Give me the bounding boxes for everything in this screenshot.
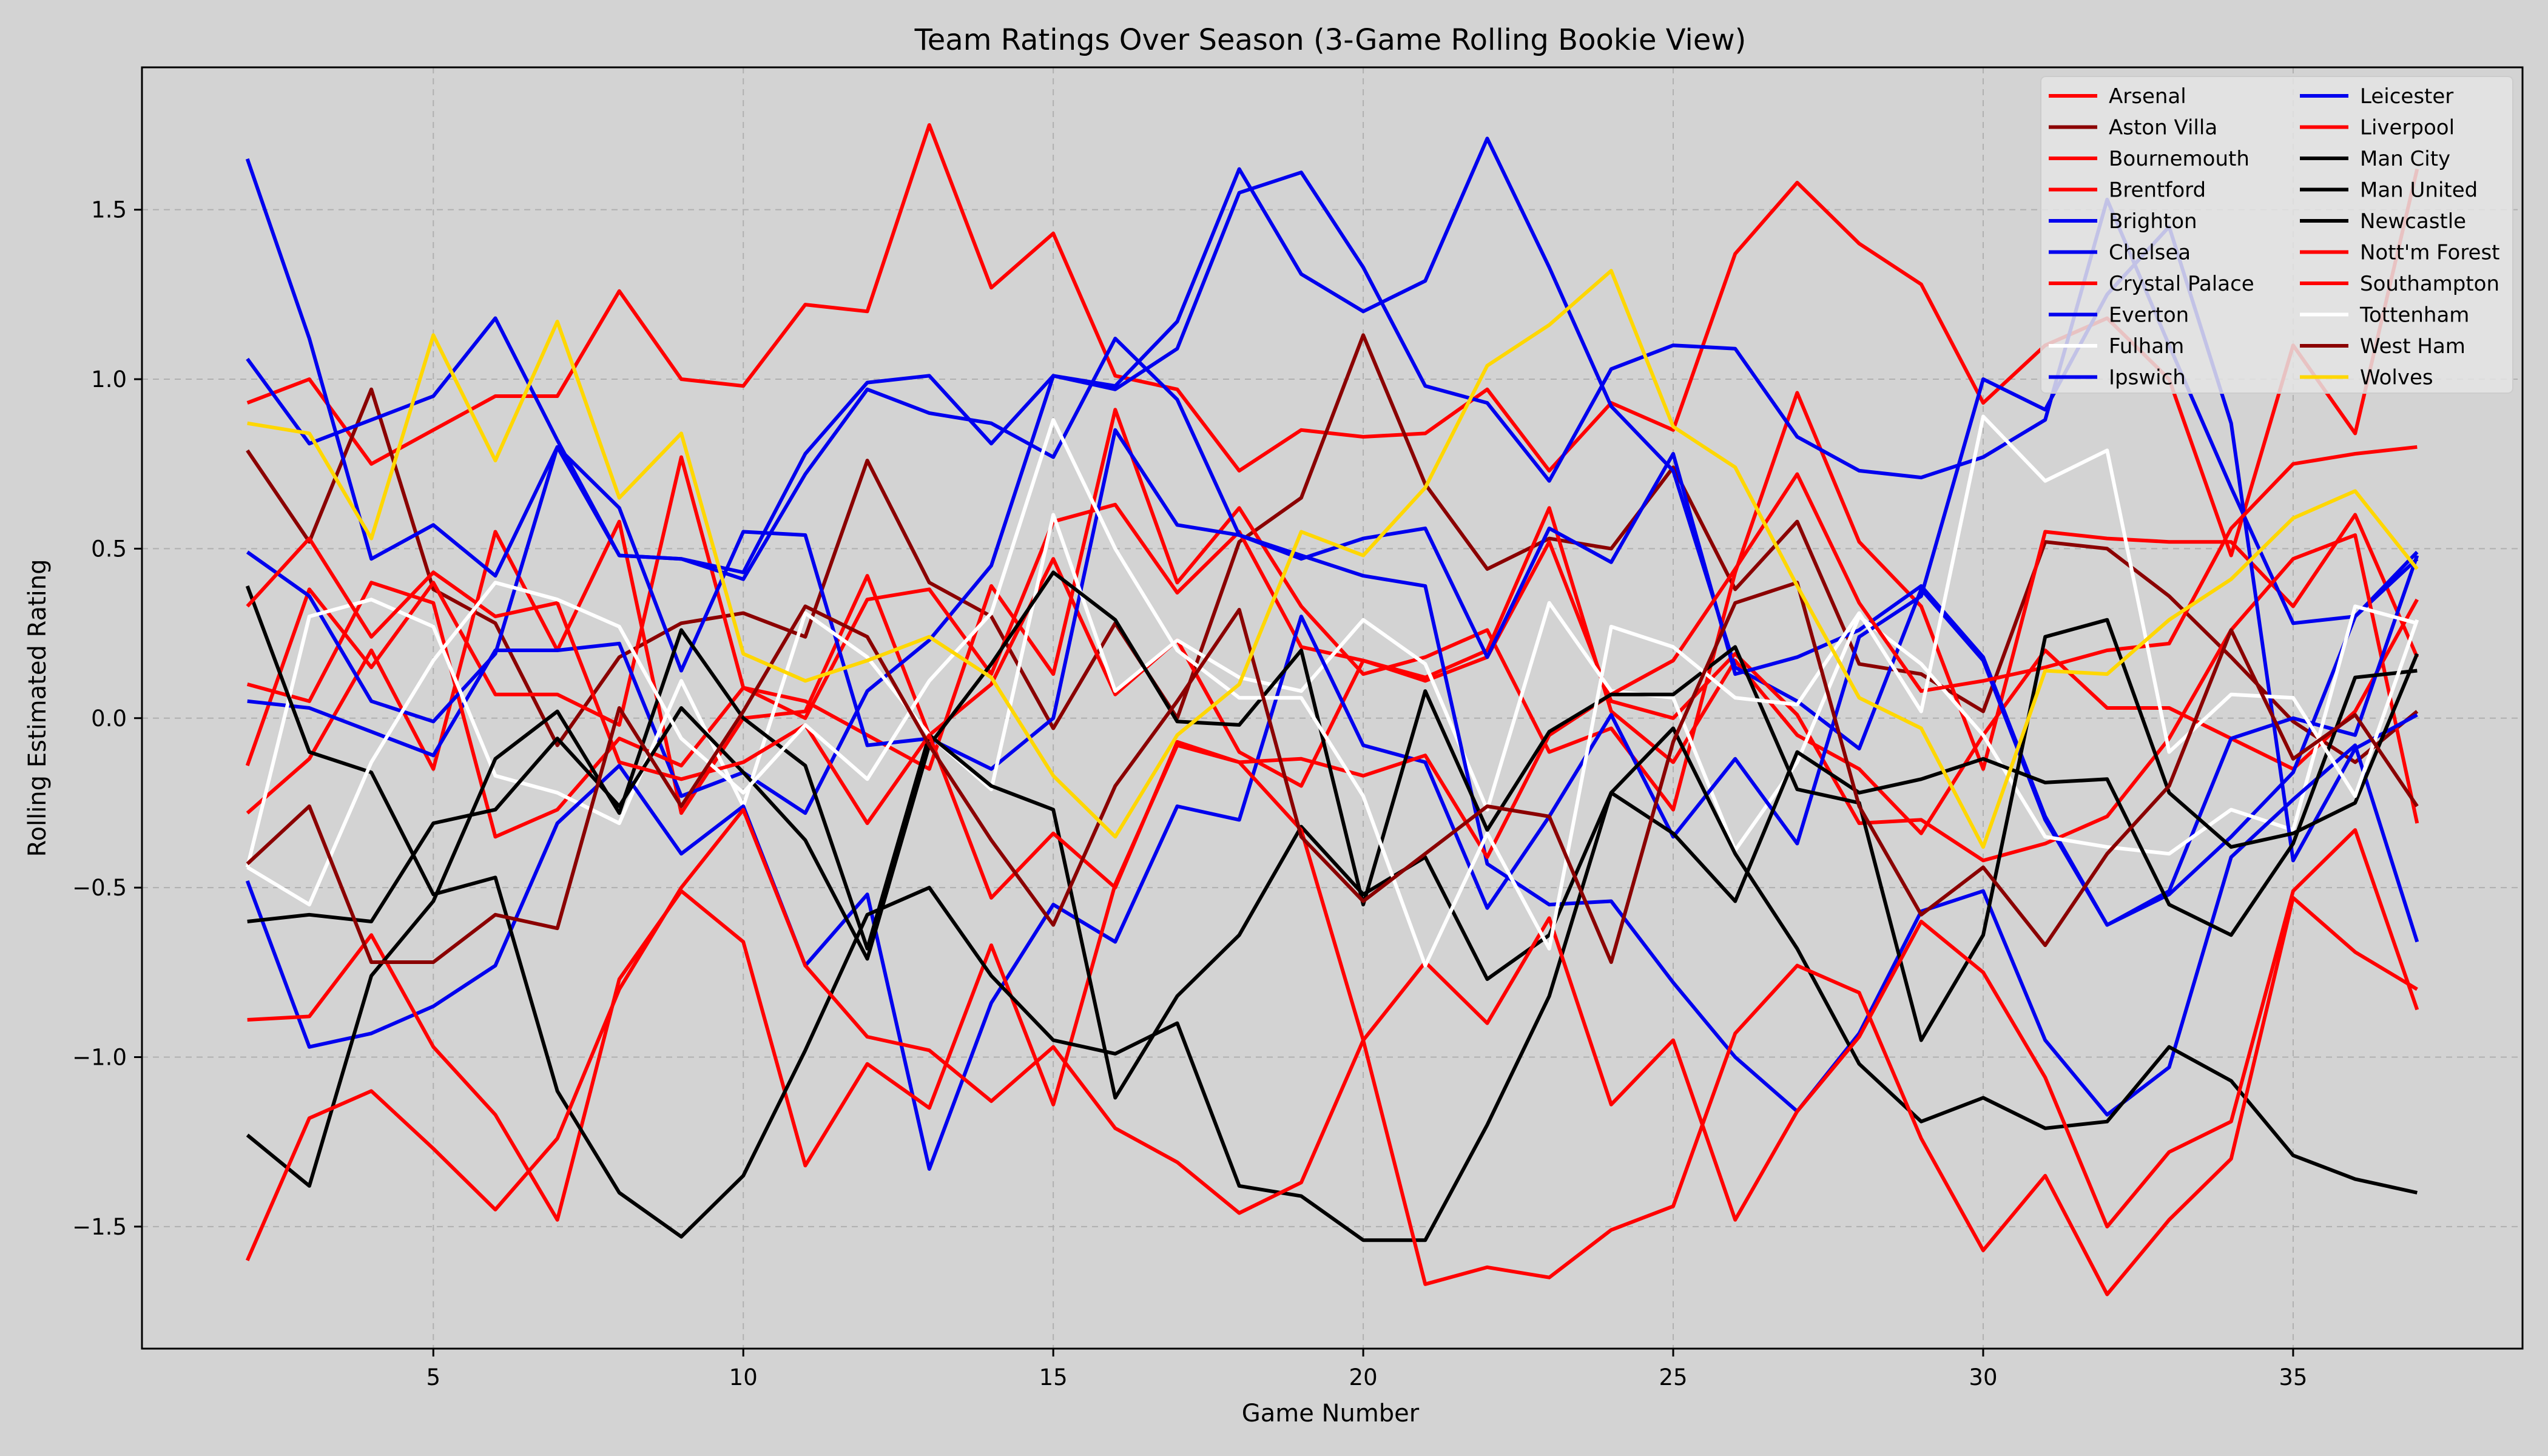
legend-label: Leicester <box>2360 84 2453 109</box>
series-line-aston-villa <box>246 333 2419 764</box>
legend-item-wolves: Wolves <box>2300 366 2433 390</box>
x-tick-label: 30 <box>1969 1364 1997 1390</box>
legend-label: Newcastle <box>2360 209 2466 234</box>
y-axis-label: Rolling Estimated Rating <box>24 559 52 857</box>
legend-item-everton: Everton <box>2049 303 2189 328</box>
legend-label: Fulham <box>2109 334 2184 359</box>
legend: Arsenal Aston Villa Bournemouth Brentford Br… <box>2040 76 2513 394</box>
x-axis-label: Game Number <box>1242 1400 1420 1427</box>
series-line-nott-m-forest <box>245 807 2419 1261</box>
y-axis: −1.5 −1.0 −0.5 0.0 0.5 1.0 1.5 <box>72 197 142 1240</box>
series-line-wolves <box>247 269 2419 849</box>
series-line-everton <box>246 428 2419 927</box>
x-axis: 5 10 15 20 25 30 35 <box>426 1349 2307 1390</box>
legend-label: Ipswich <box>2109 366 2186 390</box>
legend-label: Bournemouth <box>2109 147 2250 171</box>
y-tick-label: 0.0 <box>91 706 127 732</box>
legend-label: Man City <box>2360 147 2450 171</box>
legend-label: Southampton <box>2360 272 2499 296</box>
x-tick-label: 15 <box>1039 1364 1068 1390</box>
y-tick-label: −0.5 <box>72 875 127 901</box>
legend-label: Liverpool <box>2360 116 2455 140</box>
series-line-brentford <box>246 506 2419 835</box>
legend-label: Aston Villa <box>2109 116 2217 140</box>
legend-label: West Ham <box>2360 334 2465 359</box>
legend-item-chelsea: Chelsea <box>2049 241 2191 265</box>
legend-item-leicester: Leicester <box>2300 84 2453 109</box>
legend-label: Chelsea <box>2109 241 2191 265</box>
legend-item-man-city: Man City <box>2300 147 2450 171</box>
series-line-west-ham <box>246 581 2419 964</box>
legend-item-brentford: Brentford <box>2049 178 2206 203</box>
legend-box <box>2040 76 2513 394</box>
legend-item-tottenham: Tottenham <box>2300 303 2469 328</box>
y-tick-label: 0.5 <box>91 536 127 562</box>
legend-item-aston-villa: Aston Villa <box>2049 116 2217 140</box>
x-tick-label: 20 <box>1349 1364 1378 1390</box>
x-tick-label: 5 <box>426 1364 441 1390</box>
series-line-tottenham <box>246 414 2419 968</box>
series-line-bournemouth <box>245 391 2419 812</box>
series-line-liverpool <box>247 445 2418 1222</box>
legend-label: Brentford <box>2109 178 2206 203</box>
legend-item-west-ham: West Ham <box>2300 334 2465 359</box>
plot-frame <box>141 66 2524 1350</box>
series-line-leicester <box>246 316 2419 1117</box>
x-tick-label: 25 <box>1659 1364 1687 1390</box>
legend-label: Brighton <box>2109 209 2197 234</box>
legend-label: Everton <box>2109 303 2189 328</box>
legend-item-ipswich: Ipswich <box>2049 366 2186 390</box>
legend-item-nott-m-forest: Nott'm Forest <box>2300 241 2500 265</box>
legend-item-arsenal: Arsenal <box>2049 84 2186 109</box>
y-tick-label: −1.5 <box>72 1214 127 1240</box>
legend-item-man-united: Man United <box>2300 178 2478 203</box>
legend-item-bournemouth: Bournemouth <box>2049 147 2250 171</box>
grid-lines <box>142 67 2523 1349</box>
legend-item-liverpool: Liverpool <box>2300 116 2455 140</box>
y-tick-label: 1.5 <box>91 197 127 223</box>
series-line-southampton <box>246 536 2418 1296</box>
legend-item-fulham: Fulham <box>2049 334 2184 359</box>
y-tick-label: 1.0 <box>91 366 127 393</box>
legend-label: Arsenal <box>2109 84 2186 109</box>
legend-item-crystal-palace: Crystal Palace <box>2049 272 2254 296</box>
legend-item-southampton: Southampton <box>2300 272 2499 296</box>
legend-label: Man United <box>2360 178 2478 203</box>
x-tick-label: 10 <box>729 1364 758 1390</box>
series-line-man-united <box>245 585 2418 1242</box>
series-line-newcastle <box>247 570 2419 1042</box>
series-line-fulham <box>245 513 2418 868</box>
legend-item-brighton: Brighton <box>2049 209 2197 234</box>
y-tick-label: −1.0 <box>72 1044 127 1070</box>
chart-title: Team Ratings Over Season (3-Game Rolling… <box>914 23 1747 57</box>
x-tick-label: 35 <box>2279 1364 2307 1390</box>
legend-label: Nott'm Forest <box>2360 241 2500 265</box>
legend-label: Crystal Palace <box>2109 272 2254 296</box>
legend-label: Tottenham <box>2359 303 2469 328</box>
legend-item-newcastle: Newcastle <box>2300 209 2466 234</box>
legend-label: Wolves <box>2360 366 2433 390</box>
